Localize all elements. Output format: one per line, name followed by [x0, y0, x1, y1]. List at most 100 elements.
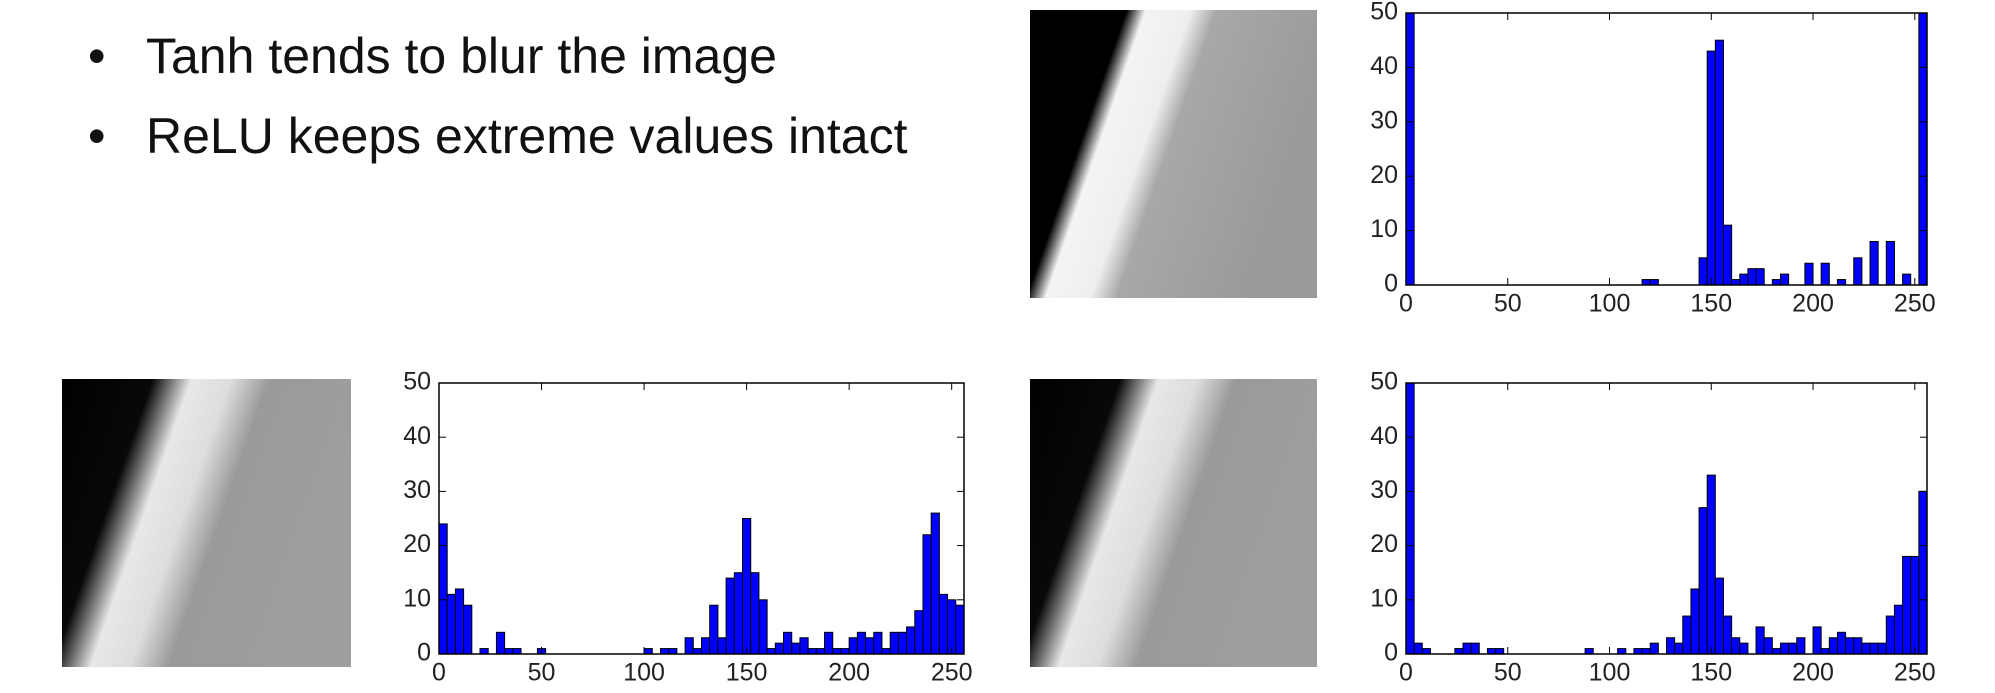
bar [857, 632, 865, 654]
bar [1675, 643, 1683, 654]
bar [1789, 643, 1797, 654]
bar [1772, 280, 1780, 285]
bar [800, 638, 808, 654]
page: {"bullets": ["Tanh tends to blur the ima… [0, 0, 1995, 693]
x-tick-label: 0 [432, 659, 446, 687]
x-tick-label: 150 [1690, 290, 1732, 318]
bar [1740, 274, 1748, 285]
bar [702, 638, 710, 654]
bar [939, 594, 947, 654]
bar [1642, 280, 1650, 285]
bar [956, 605, 964, 654]
bar [660, 649, 668, 654]
y-tick-label: 0 [1384, 270, 1398, 298]
bar [1715, 40, 1723, 285]
bar [792, 643, 800, 654]
x-tick-label: 0 [1399, 290, 1413, 318]
y-tick-label: 20 [1370, 530, 1398, 558]
bar [1821, 263, 1829, 285]
bar [1740, 643, 1748, 654]
bar [1911, 556, 1919, 654]
x-tick-label: 0 [1399, 659, 1413, 687]
bar [751, 573, 759, 654]
bullet-dot: • [88, 28, 106, 84]
bar [1780, 274, 1788, 285]
bar [808, 649, 816, 654]
bar [898, 632, 906, 654]
y-tick-label: 40 [1370, 52, 1398, 80]
bar [1756, 269, 1764, 285]
bar [825, 632, 833, 654]
bar [841, 649, 849, 654]
bar [1870, 643, 1878, 654]
bar [784, 632, 792, 654]
bar [1854, 258, 1862, 285]
bar [1878, 643, 1886, 654]
bar [1642, 649, 1650, 654]
y-tick-label: 20 [1370, 161, 1398, 189]
y-tick-label: 0 [1384, 639, 1398, 667]
bar [693, 649, 701, 654]
bullet-text: Tanh tends to blur the image [146, 28, 777, 84]
bar [1707, 51, 1715, 285]
y-tick-label: 0 [417, 639, 431, 667]
bar [1618, 649, 1626, 654]
bar [1862, 643, 1870, 654]
bar [1748, 269, 1756, 285]
image [62, 379, 351, 667]
y-tick-label: 10 [1370, 584, 1398, 612]
bar [496, 632, 504, 654]
x-tick-label: 50 [1494, 290, 1522, 318]
bar [1732, 638, 1740, 654]
bar [1723, 225, 1731, 285]
bar [1837, 632, 1845, 654]
bar [1821, 649, 1829, 654]
bar [816, 649, 824, 654]
bar [1650, 280, 1658, 285]
bar [866, 638, 874, 654]
bar [1886, 241, 1894, 285]
bar [890, 632, 898, 654]
bar [710, 605, 718, 654]
x-tick-label: 100 [1589, 659, 1631, 687]
bar [1813, 627, 1821, 654]
bar [1455, 649, 1463, 654]
bar [923, 535, 931, 654]
bar [464, 605, 472, 654]
bar [455, 589, 463, 654]
bar [734, 573, 742, 654]
bar [1471, 643, 1479, 654]
axes-frame [1406, 383, 1927, 654]
image [1030, 10, 1317, 298]
x-tick-label: 250 [1894, 290, 1936, 318]
bar [1691, 589, 1699, 654]
bar [1919, 13, 1927, 285]
bar [1903, 556, 1911, 654]
bar [1919, 491, 1927, 654]
y-tick-label: 20 [403, 530, 431, 558]
bar [1780, 643, 1788, 654]
bar [1650, 643, 1658, 654]
bullet-dot: • [88, 108, 106, 164]
bar [1837, 280, 1845, 285]
bar [644, 649, 652, 654]
bar [1903, 274, 1911, 285]
x-tick-label: 200 [1792, 659, 1834, 687]
bar [907, 627, 915, 654]
bar [1487, 649, 1495, 654]
bar [513, 649, 521, 654]
bar [1886, 616, 1894, 654]
y-tick-label: 10 [403, 584, 431, 612]
x-tick-label: 200 [1792, 290, 1834, 318]
bar [1707, 475, 1715, 654]
y-tick-label: 30 [403, 476, 431, 504]
bar [759, 600, 767, 654]
bar [1634, 649, 1642, 654]
bar [1829, 638, 1837, 654]
bar [1894, 605, 1902, 654]
slide: • Tanh tends to blur the image • ReLU ke… [0, 0, 1995, 693]
bar [1854, 638, 1862, 654]
bar [1414, 643, 1422, 654]
y-tick-label: 50 [403, 368, 431, 396]
y-tick-label: 40 [403, 422, 431, 450]
